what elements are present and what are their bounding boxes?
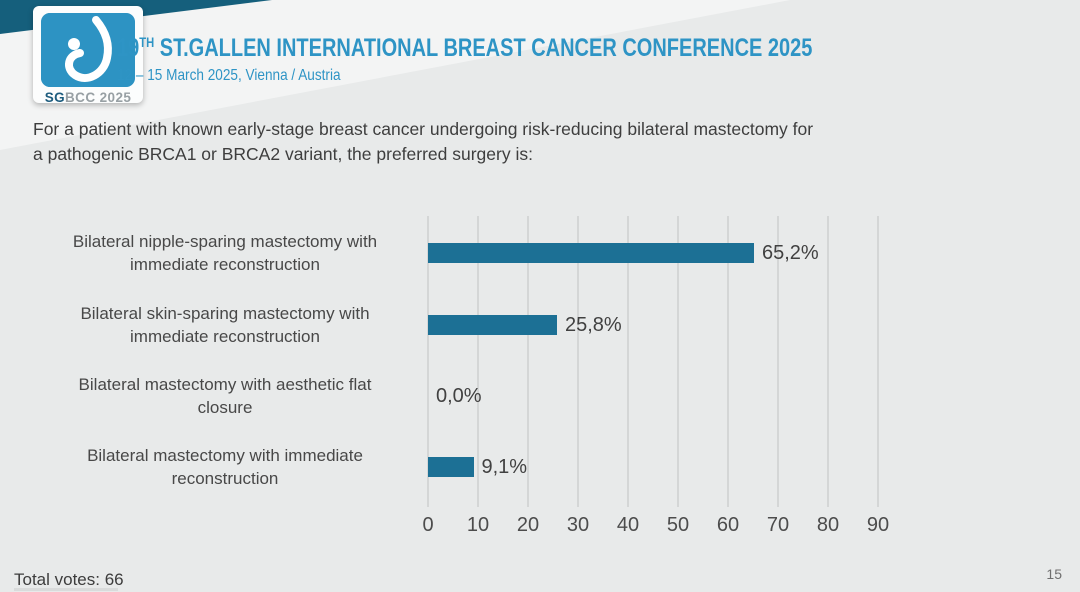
logo-card: SGBCC 2025: [33, 6, 143, 105]
gridline: [677, 216, 679, 507]
title-ordinal: TH: [139, 34, 155, 50]
total-votes-underline: [14, 588, 118, 591]
logo-text: SGBCC 2025: [33, 90, 143, 105]
x-axis-tick: 60: [716, 514, 740, 536]
total-votes: Total votes: 66: [14, 570, 124, 589]
logo-text-sg: SG: [44, 90, 66, 105]
bar: [428, 457, 474, 477]
category-label: Bilateral nipple-sparing mastectomy with…: [72, 232, 378, 274]
value-label: 25,8%: [565, 314, 622, 336]
gridline: [427, 216, 429, 507]
question-line2: a pathogenic BRCA1 or BRCA2 variant, the…: [33, 144, 533, 164]
logo-text-rest: BCC 2025: [65, 90, 132, 105]
category-label: Bilateral mastectomy with immediate reco…: [87, 446, 363, 488]
value-label: 65,2%: [762, 242, 819, 264]
gridline: [827, 216, 829, 507]
question-text: For a patient with known early-stage bre…: [33, 117, 813, 167]
bar-row: 9,1%: [428, 457, 527, 477]
value-label: 9,1%: [481, 456, 528, 478]
title-number: 19: [117, 34, 140, 62]
conference-title: 19TH ST.GALLEN INTERNATIONAL BREAST CANC…: [117, 27, 986, 63]
bar-row: 65,2%: [428, 243, 819, 263]
gridline: [577, 216, 579, 507]
value-label: 0,0%: [436, 385, 482, 407]
title-text: ST.GALLEN INTERNATIONAL BREAST CANCER CO…: [154, 34, 813, 62]
category-label: Bilateral mastectomy with aesthetic flat…: [78, 375, 372, 417]
gridline: [627, 216, 629, 507]
x-axis-tick: 40: [616, 514, 640, 536]
gridline: [727, 216, 729, 507]
x-axis-tick: 70: [766, 514, 790, 536]
header: 19TH ST.GALLEN INTERNATIONAL BREAST CANC…: [117, 27, 986, 86]
x-axis-tick: 10: [466, 514, 490, 536]
white-wedge: [0, 0, 790, 150]
conference-dates: 12 – 15 March 2025, Vienna / Austria: [117, 67, 341, 84]
chart-plot-area: [427, 216, 910, 507]
x-axis-tick: 50: [666, 514, 690, 536]
bar: [428, 243, 754, 263]
gridline: [527, 216, 529, 507]
x-axis-tick: 90: [866, 514, 890, 536]
category-label: Bilateral skin-sparing mastectomy with i…: [80, 304, 370, 346]
x-axis-tick: 0: [422, 514, 434, 536]
bar-row: 25,8%: [428, 315, 622, 335]
x-axis-tick: 80: [816, 514, 840, 536]
breast-icon: [41, 13, 135, 87]
x-axis-tick: 20: [516, 514, 540, 536]
bar: [428, 315, 557, 335]
x-axis-tick: 30: [566, 514, 590, 536]
gridline: [777, 216, 779, 507]
gridline: [877, 216, 879, 507]
page-number: 15: [1046, 566, 1062, 582]
bar-row: 0,0%: [428, 386, 482, 406]
gridline: [477, 216, 479, 507]
question-line1: For a patient with known early-stage bre…: [33, 119, 814, 139]
